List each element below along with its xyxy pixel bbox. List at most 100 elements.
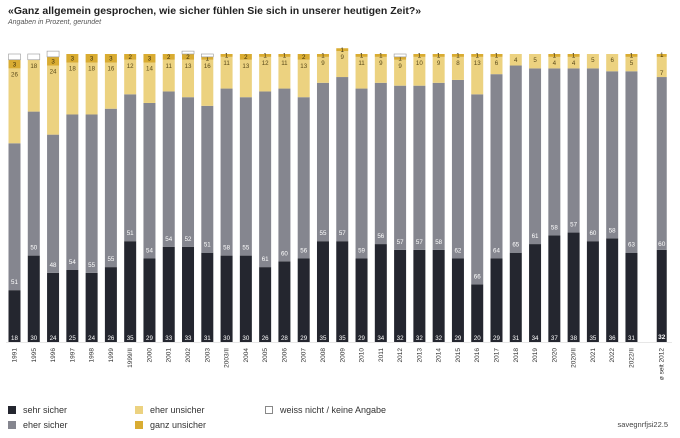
value-label-ganz_unsicher-2000: 3 [148, 56, 152, 63]
bar-segment-sehr_sicher-2018 [509, 252, 522, 342]
bar-segment-ganz_unsicher-2003-ii [220, 54, 233, 57]
category-label-2015: 2015 [455, 348, 462, 363]
bar-segment-sehr_sicher-2021 [586, 241, 599, 342]
legend-label-eher-unsicher: eher unsicher [150, 405, 205, 415]
value-label-sehr_sicher-2005: 26 [262, 335, 269, 342]
value-label-ganz_unsicher-2020-ii: 1 [572, 53, 576, 60]
bar-segment-sehr_sicher-1999 [104, 267, 117, 342]
bar-segment-sehr_sicher-1995 [27, 255, 40, 342]
value-label-eher_unsicher-2003-ii: 11 [223, 60, 230, 67]
value-label-eher_sicher-1997: 54 [69, 259, 76, 266]
bar-segment-ganz_unsicher-2004 [239, 54, 252, 60]
bar-segment-ganz_unsicher-1991 [8, 59, 21, 69]
bar-segment-sehr_sicher-2004 [239, 255, 252, 342]
value-label-sehr_sicher-2007: 29 [300, 335, 307, 342]
value-label-sehr_sicher-2012: 32 [397, 335, 404, 342]
value-label-eher_unsicher-2001: 11 [166, 63, 173, 70]
value-label-eher_sicher-2012: 57 [397, 239, 404, 246]
bar-segment-sehr_sicher-2015 [451, 258, 464, 342]
bar-segment-ganz_unsicher-2011 [374, 54, 387, 57]
value-label-sehr_sicher-1999: 26 [107, 335, 114, 342]
bar-segment-sehr_sicher-2022 [606, 238, 619, 342]
legend-swatch-weiss-nicht [265, 406, 273, 414]
bar-segment-sehr_sicher-2009 [336, 241, 349, 342]
bar-segment-eher_sicher-2014 [432, 82, 445, 250]
chart-title: «Ganz allgemein gesprochen, wie sicher f… [8, 5, 422, 17]
bar-segment-eher_unsicher-1999 [104, 62, 117, 109]
value-label-eher_sicher-1999: 55 [107, 256, 114, 263]
value-label-ganz_unsicher-2003-ii: 1 [225, 53, 229, 60]
value-label-eher_sicher-2008: 55 [320, 230, 327, 237]
value-label-eher_unsicher-2011: 9 [379, 60, 383, 67]
bar-segment-sehr_sicher-2020 [548, 235, 561, 342]
bar-segment-eher_unsicher-1999-ii [124, 59, 137, 95]
bar-segment-eher_sicher-2018 [509, 65, 522, 253]
category-label-2020: 2020 [551, 348, 558, 363]
legend-item-weiss-nicht: weiss nicht / keine Angabe [265, 405, 386, 415]
value-label-sehr_sicher-2014: 32 [435, 335, 442, 342]
value-label-ganz_unsicher-2013: 1 [418, 53, 422, 60]
value-label-eher_sicher-2018: 65 [512, 242, 519, 249]
bar-segment-ganz_unsicher-2001 [162, 54, 175, 60]
value-label-eher_unsicher-2012: 9 [398, 63, 402, 70]
bar-segment-eher_unsicher-2021 [586, 54, 599, 69]
legend-item-sehr-sicher: sehr sicher [8, 405, 67, 415]
value-label-eher_unsicher-2005: 12 [262, 60, 269, 67]
value-label-eher_sicher-2021: 60 [589, 230, 596, 237]
average-category-label: ø seit 2012 [659, 348, 666, 381]
value-label-sehr_sicher-2015: 29 [454, 335, 461, 342]
average-segment-ganz_unsicher [656, 54, 667, 57]
value-label-sehr_sicher-2002: 33 [185, 335, 192, 342]
bar-segment-sehr_sicher-2000 [143, 258, 156, 342]
bar-segment-eher_unsicher-2020 [548, 56, 561, 69]
bar-segment-eher_sicher-2008 [316, 82, 329, 242]
category-label-2005: 2005 [262, 348, 269, 363]
bar-segment-weiss_nicht-2002 [181, 50, 195, 55]
legend-item-eher-sicher: eher sicher [8, 420, 68, 430]
value-label-ganz_unsicher-2014: 1 [437, 53, 441, 60]
value-label-eher_unsicher-2014: 9 [437, 60, 441, 67]
value-label-eher_sicher-2015: 62 [454, 247, 461, 254]
bar-segment-sehr_sicher-1998 [85, 272, 98, 342]
bar-segment-ganz_unsicher-2000 [143, 54, 156, 63]
bar-segment-eher_sicher-2012 [394, 85, 407, 250]
category-label-2008: 2008 [320, 348, 327, 363]
bar-segment-eher_sicher-2003-ii [220, 88, 233, 256]
bar-segment-eher_sicher-1998 [85, 114, 98, 273]
bar-segment-eher_unsicher-2010 [355, 56, 368, 89]
legend-label-sehr-sicher: sehr sicher [23, 405, 68, 415]
bar-segment-sehr_sicher-2001 [162, 246, 175, 342]
value-label-sehr_sicher-2019: 34 [532, 335, 539, 342]
value-label-eher_unsicher-2008: 9 [321, 60, 325, 67]
value-label-sehr_sicher-2006: 28 [281, 335, 288, 342]
bar-segment-eher_unsicher-2004 [239, 59, 252, 98]
bar-segment-eher_unsicher-2018 [509, 54, 522, 66]
bar-segment-sehr_sicher-2019 [529, 244, 542, 342]
bar-segment-eher_sicher-2017 [490, 74, 503, 259]
value-label-ganz_unsicher-2011: 1 [379, 53, 383, 60]
bar-segment-sehr_sicher-2020-ii [567, 232, 580, 342]
bar-segment-eher_sicher-2002 [182, 97, 195, 247]
value-label-eher_sicher-2001: 54 [165, 236, 172, 243]
category-label-2022: 2022 [609, 348, 616, 363]
category-label-2016: 2016 [474, 348, 481, 363]
value-label-eher_unsicher-2010: 11 [358, 60, 365, 67]
bar-segment-eher_unsicher-2003-ii [220, 56, 233, 89]
bar-segment-eher_sicher-2022-ii [625, 71, 638, 253]
bar-segment-eher_sicher-1991 [8, 143, 21, 291]
bar-segment-eher_unsicher-2016 [471, 56, 484, 95]
legend-item-eher-unsicher: eher unsicher [135, 405, 205, 415]
value-label-sehr_sicher-2013: 32 [416, 335, 423, 342]
bar-segment-eher_unsicher-2015 [451, 56, 464, 80]
category-label-1998: 1998 [89, 348, 96, 363]
value-label-eher_sicher-2006: 60 [281, 250, 288, 257]
bar-segment-ganz_unsicher-2010 [355, 54, 368, 57]
value-label-sehr_sicher-2008: 35 [320, 335, 327, 342]
bar-segment-ganz_unsicher-2022-ii [625, 54, 638, 57]
bar-segment-eher_unsicher-2020-ii [567, 56, 580, 69]
bar-segment-ganz_unsicher-2012 [394, 56, 407, 60]
category-label-2009: 2009 [339, 348, 346, 363]
value-label-eher_unsicher-2020: 4 [553, 60, 557, 67]
value-label-ganz_unsicher-2010: 1 [360, 53, 364, 60]
category-label-2003: 2003 [204, 348, 211, 363]
